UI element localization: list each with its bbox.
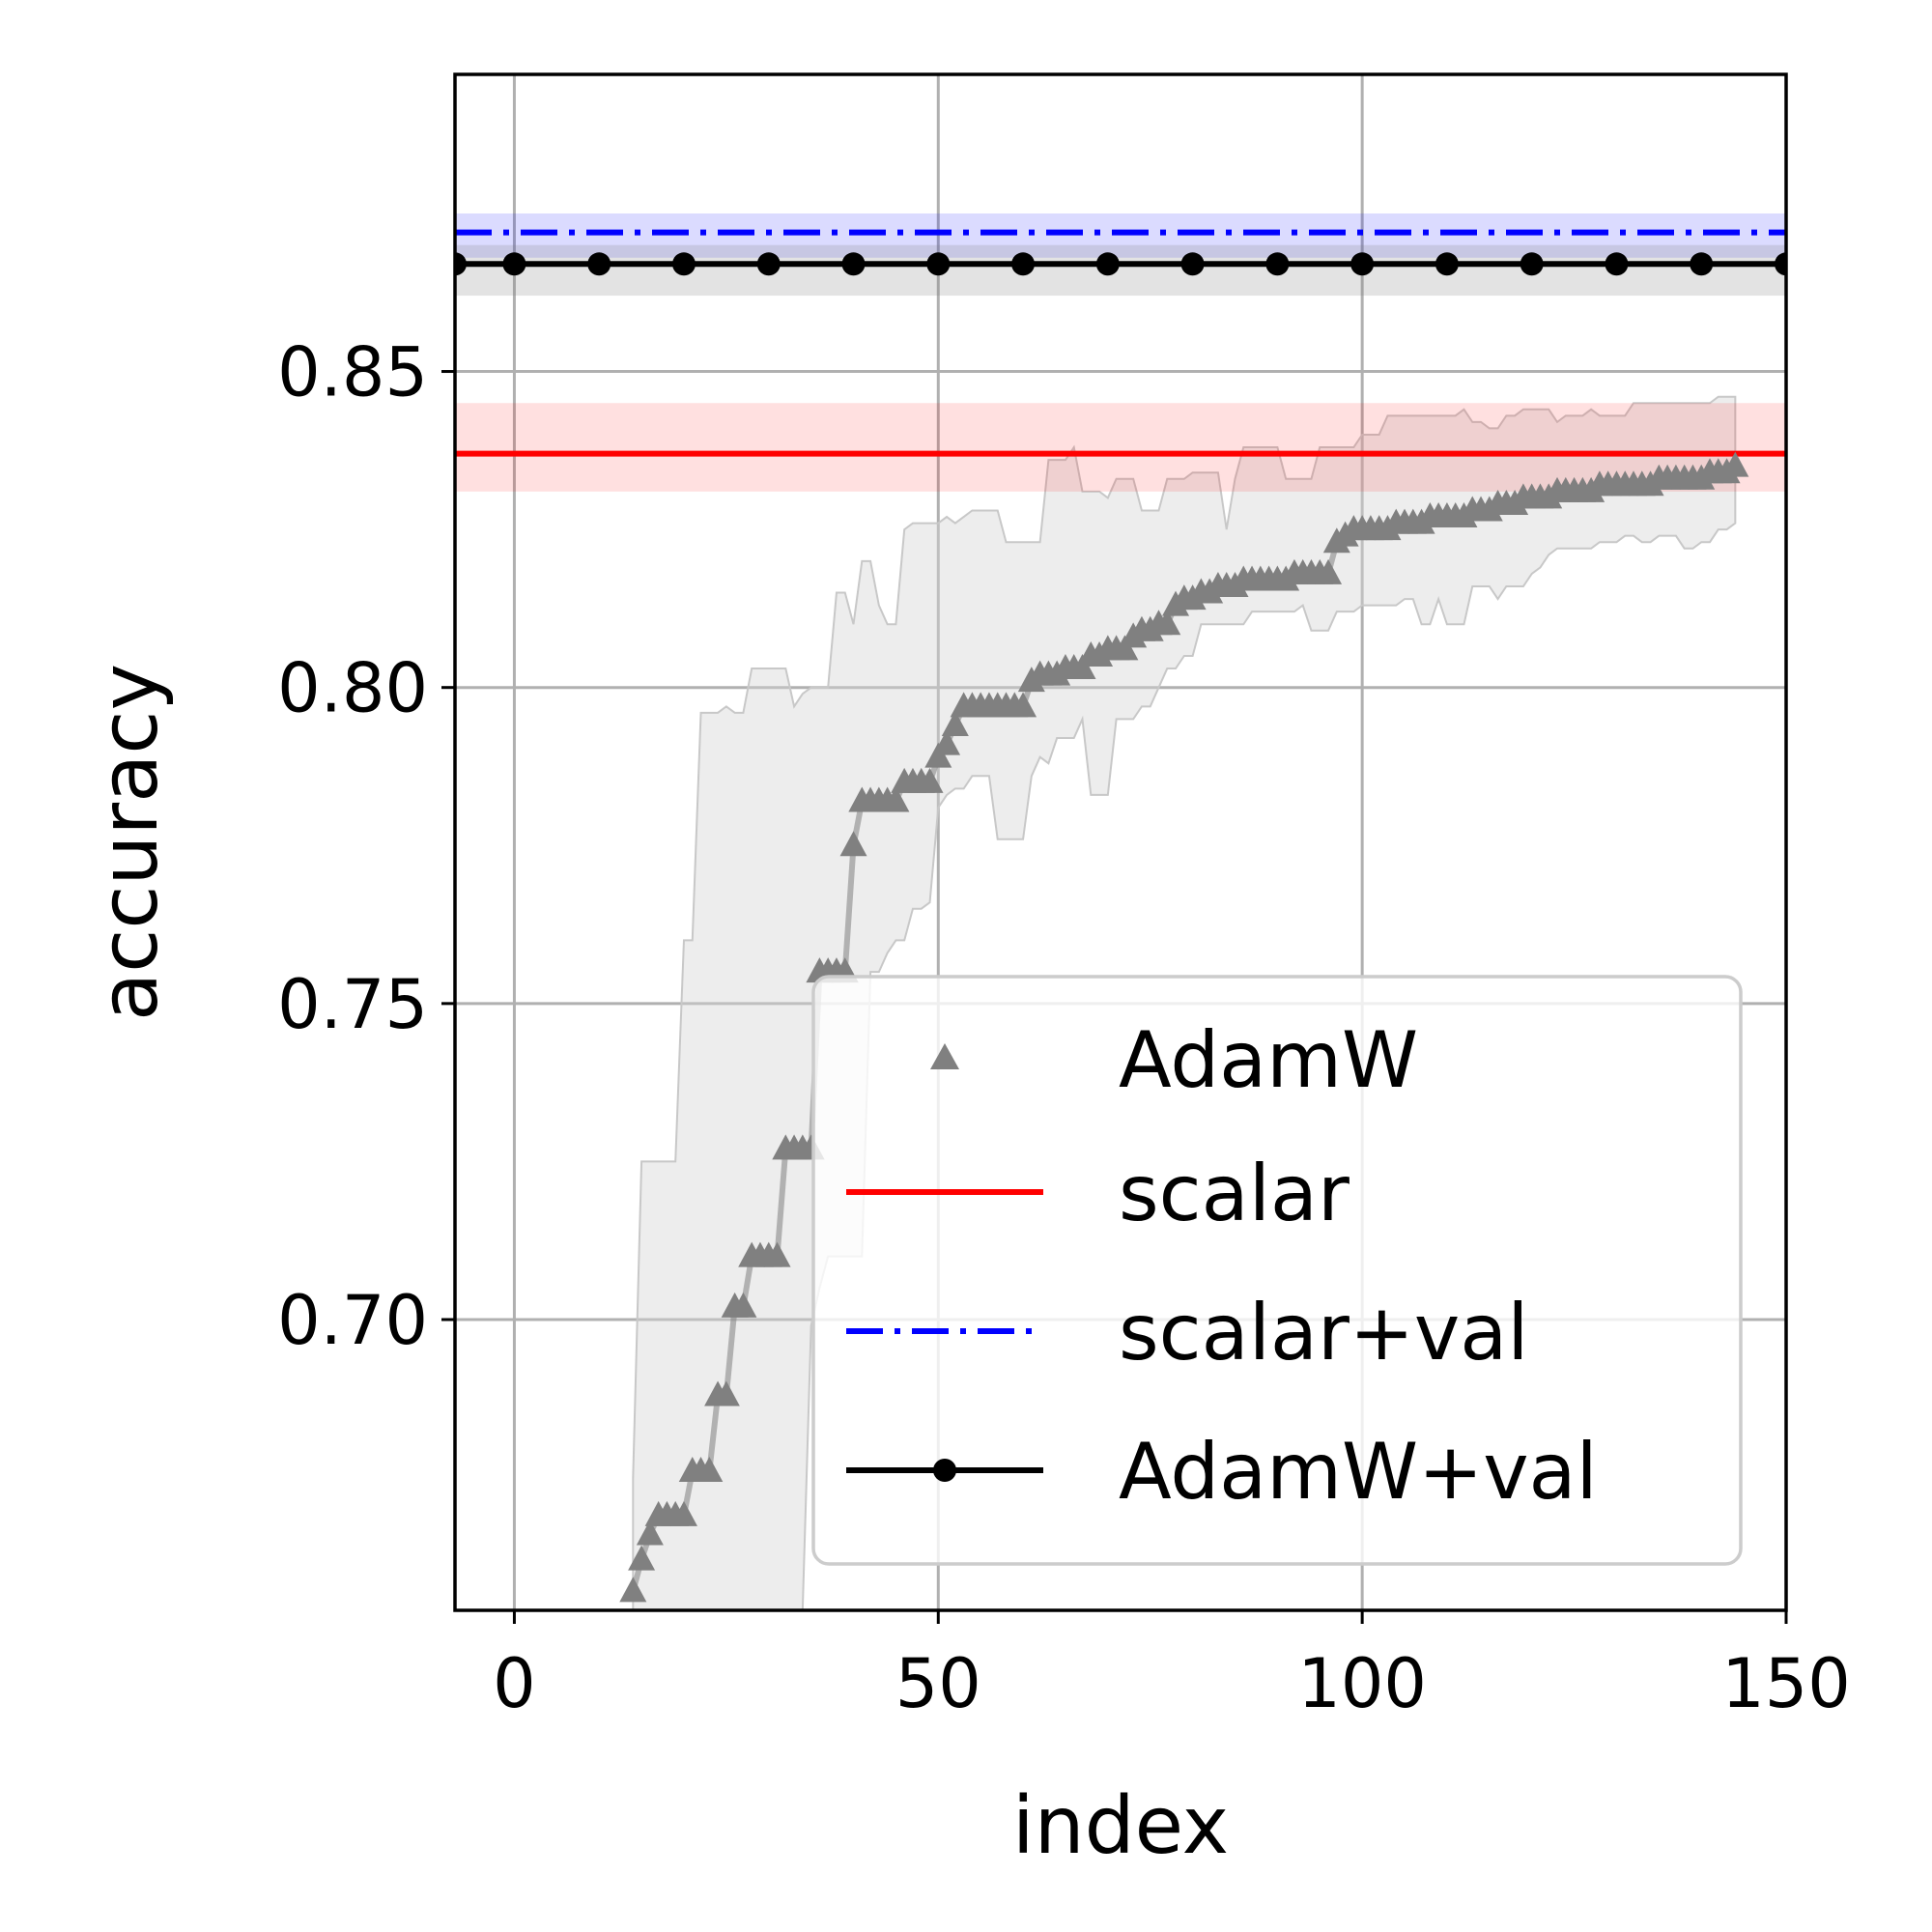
x-tick-label: 150 bbox=[1721, 1644, 1851, 1723]
legend-label: AdamW+val bbox=[1119, 1427, 1598, 1517]
adamw-marker bbox=[636, 1520, 664, 1546]
scalar-band bbox=[455, 403, 1786, 492]
adamw-marker bbox=[729, 1292, 757, 1318]
adamw-marker bbox=[916, 767, 944, 793]
adamw-val-marker bbox=[1690, 252, 1714, 276]
plot-area bbox=[455, 74, 1786, 1610]
x-tick-label: 0 bbox=[493, 1644, 536, 1723]
adamw-marker bbox=[669, 1500, 697, 1526]
y-tick-label: 0.70 bbox=[277, 1281, 428, 1360]
legend-label: scalar+val bbox=[1119, 1288, 1528, 1378]
adamw-marker bbox=[696, 1457, 724, 1483]
adamw-val-marker bbox=[1435, 252, 1459, 276]
adamw-marker bbox=[619, 1577, 647, 1603]
y-tick-label: 0.80 bbox=[277, 649, 428, 728]
adamw-val-marker bbox=[1095, 252, 1120, 276]
adamw-val-band bbox=[455, 244, 1786, 297]
adamw-val-marker bbox=[1011, 252, 1036, 276]
adamw-val-marker bbox=[1180, 252, 1205, 276]
adamw-val-marker bbox=[841, 252, 866, 276]
legend-adamw-val-marker bbox=[933, 1459, 956, 1482]
adamw-marker bbox=[1153, 610, 1181, 636]
x-tick-label: 100 bbox=[1297, 1644, 1427, 1723]
adamw-val-marker bbox=[502, 252, 526, 276]
adamw-marker bbox=[882, 786, 910, 812]
adamw-val-marker bbox=[587, 252, 611, 276]
adamw-val-marker bbox=[756, 252, 781, 276]
adamw-val-marker bbox=[1265, 252, 1290, 276]
adamw-val-marker bbox=[1350, 252, 1375, 276]
adamw-val-marker bbox=[671, 252, 696, 276]
x-tick-label: 50 bbox=[895, 1644, 981, 1723]
adamw-marker bbox=[1068, 654, 1096, 680]
adamw-val-marker bbox=[1605, 252, 1629, 276]
legend-label: scalar bbox=[1119, 1149, 1350, 1238]
adamw-marker bbox=[1009, 692, 1037, 718]
legend: AdamW scalar scalar+val AdamW+val bbox=[811, 975, 1743, 1566]
y-tick-label: 0.75 bbox=[277, 965, 428, 1044]
adamw-val-marker bbox=[1520, 252, 1544, 276]
adamw-marker bbox=[1111, 635, 1139, 661]
adamw-marker bbox=[839, 831, 867, 857]
plot-frame bbox=[453, 72, 1788, 1612]
adamw-marker bbox=[763, 1241, 791, 1267]
adamw-val-marker bbox=[455, 252, 467, 276]
scalar-val-band bbox=[455, 213, 1786, 258]
legend-box bbox=[811, 975, 1743, 1566]
axes: 0 50 100 150 0.70 0.75 0.80 0.85 bbox=[277, 333, 1851, 1723]
y-axis-title: accuracy bbox=[84, 664, 176, 1021]
adamw-marker bbox=[628, 1545, 656, 1571]
adamw-marker bbox=[924, 742, 952, 768]
adamw-marker bbox=[941, 710, 969, 736]
adamw-marker bbox=[1315, 558, 1343, 584]
legend-label: AdamW bbox=[1119, 1015, 1418, 1105]
y-tick-label: 0.85 bbox=[277, 333, 428, 412]
adamw-marker bbox=[933, 729, 961, 755]
adamw-val-marker bbox=[1775, 252, 1786, 276]
adamw-band bbox=[632, 395, 1737, 1610]
legend-adamw-handle bbox=[930, 1043, 959, 1069]
adamw-val-marker bbox=[926, 252, 951, 276]
adamw-marker bbox=[712, 1380, 740, 1406]
adamw-marker bbox=[1721, 451, 1749, 477]
x-axis-title: index bbox=[1012, 1780, 1229, 1872]
